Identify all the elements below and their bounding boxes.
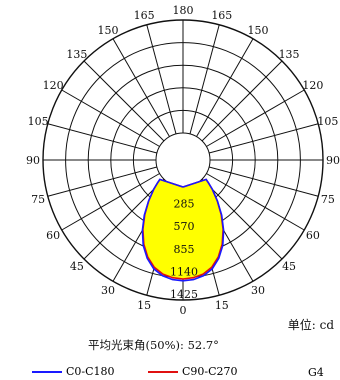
- angle-tick-label: 15: [137, 299, 151, 312]
- radial-tick-label: 570: [174, 220, 195, 233]
- angle-tick-label: 15: [215, 299, 229, 312]
- angle-tick-label: 30: [251, 284, 265, 297]
- radial-tick-label: 1425: [170, 288, 198, 301]
- beam-fill: [142, 179, 224, 279]
- legend-c0: C0-C180: [32, 365, 115, 378]
- angle-tick-label: 90: [326, 154, 340, 167]
- angle-tick-label: 60: [46, 229, 60, 242]
- angle-tick-label: 90: [26, 154, 40, 167]
- grid-spoke: [201, 60, 283, 142]
- grid-spoke: [208, 123, 319, 154]
- angle-tick-label: 60: [306, 229, 320, 242]
- grid-spoke: [61, 89, 160, 147]
- grid-spoke: [146, 24, 177, 135]
- angle-tick-label: 30: [101, 284, 115, 297]
- legend-c0-swatch: [32, 371, 62, 373]
- angle-tick-label: 75: [321, 193, 335, 206]
- grid-spoke: [83, 178, 165, 260]
- legend-c90-swatch: [148, 371, 178, 373]
- angle-tick-label: 150: [248, 24, 269, 37]
- angle-tick-label: 105: [28, 115, 49, 128]
- grid-spoke: [206, 89, 305, 147]
- ldt-id: G4: [308, 366, 324, 379]
- legend-c90-label: C90-C270: [182, 365, 238, 378]
- legend-c0-label: C0-C180: [66, 365, 115, 378]
- radial-tick-label: 1140: [170, 265, 198, 278]
- unit-label: 单位: cd: [287, 318, 334, 332]
- angle-tick-label: 120: [43, 79, 64, 92]
- grid-spoke: [47, 123, 158, 154]
- grid-spoke: [196, 38, 254, 137]
- legend-c90: C90-C270: [148, 365, 238, 378]
- radial-tick-label: 285: [174, 198, 195, 211]
- angle-tick-label: 45: [282, 260, 296, 273]
- grid-spoke: [47, 166, 158, 197]
- grid-ring: [155, 132, 211, 188]
- angle-tick-label: 135: [66, 48, 87, 61]
- grid-spoke: [61, 173, 160, 231]
- grid-spoke: [112, 38, 170, 137]
- grid-spoke: [201, 178, 283, 260]
- angle-tick-label: 45: [70, 260, 84, 273]
- radial-tick-label: 855: [174, 243, 195, 256]
- angle-tick-label: 120: [302, 79, 323, 92]
- beam-angle-label: 平均光束角(50%): 52.7°: [88, 338, 219, 352]
- angle-tick-label: 150: [98, 24, 119, 37]
- grid-spoke: [208, 166, 319, 197]
- series-c0-c180-line: [141, 178, 225, 282]
- angle-tick-label: 0: [180, 304, 187, 317]
- angle-tick-label: 165: [134, 9, 155, 22]
- grid-spoke: [83, 60, 165, 142]
- angle-tick-label: 135: [279, 48, 300, 61]
- grid-spoke: [206, 173, 305, 231]
- angle-tick-label: 165: [211, 9, 232, 22]
- angle-tick-label: 180: [173, 4, 194, 17]
- angle-tick-label: 75: [31, 193, 45, 206]
- angle-tick-label: 105: [317, 115, 338, 128]
- grid-spoke: [189, 24, 220, 135]
